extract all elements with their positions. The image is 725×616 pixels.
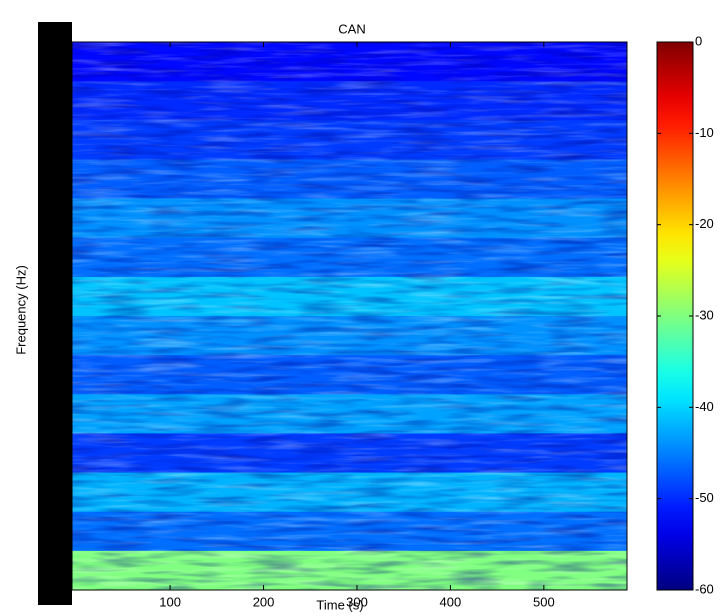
colorbar-tick-label: 0	[695, 33, 702, 48]
colorbar-tick-label: -40	[695, 399, 714, 414]
colorbar-tick-label: -60	[695, 581, 714, 596]
x-tick-label: 100	[159, 594, 181, 609]
colorbar-tick-label: -50	[695, 490, 714, 505]
x-tick-label: 200	[253, 594, 275, 609]
colorbar-tick-label: -30	[695, 307, 714, 322]
y-axis-label: Frequency (Hz)	[13, 265, 28, 355]
x-axis-label: Time (s)	[316, 597, 363, 612]
colorbar-tick-label: -10	[695, 125, 714, 140]
x-tick-label: 400	[440, 594, 462, 609]
colorbar	[656, 41, 694, 591]
x-tick-label: 300	[346, 594, 368, 609]
x-tick-label: 500	[533, 594, 555, 609]
chart-title: CAN	[338, 21, 365, 36]
texture	[72, 42, 627, 590]
plot-frame	[71, 41, 628, 591]
colorbar-tick-label: -20	[695, 216, 714, 231]
black-bar	[38, 22, 72, 605]
